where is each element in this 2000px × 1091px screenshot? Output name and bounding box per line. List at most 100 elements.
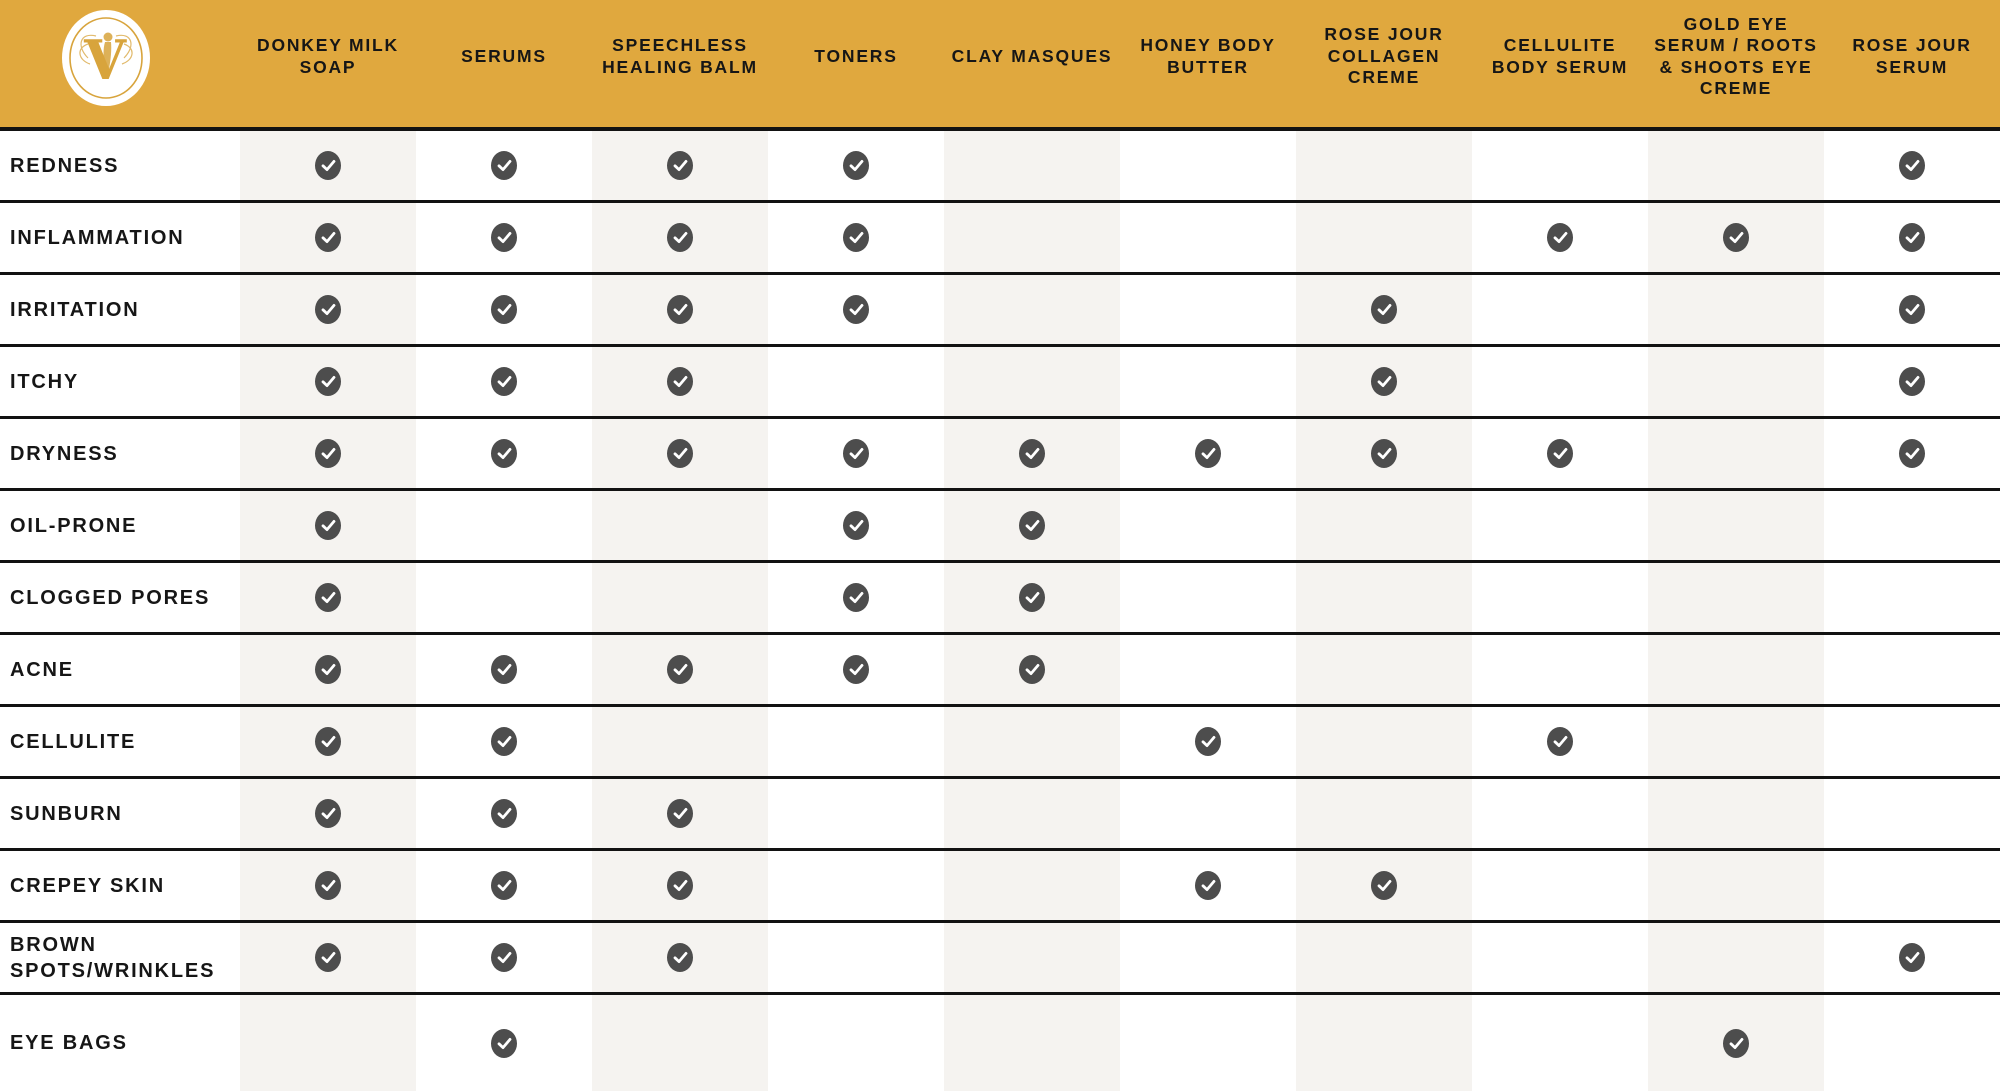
matrix-cell: [1296, 203, 1472, 272]
check-icon: [491, 1028, 517, 1058]
matrix-cell: [416, 275, 592, 344]
check-icon: [315, 727, 341, 756]
matrix-cell: [592, 203, 768, 272]
column-header-10: ROSE JOUR SERUM: [1852, 35, 1972, 77]
matrix-cell: [944, 275, 1120, 344]
check-icon: [1547, 223, 1573, 252]
check-icon: [491, 223, 517, 252]
matrix-cell: [944, 491, 1120, 560]
matrix-cell: [1120, 779, 1296, 848]
matrix-cell: [1296, 419, 1472, 488]
matrix-cell: [240, 419, 416, 488]
check-icon: [1019, 511, 1045, 540]
column-header-4: TONERS: [814, 45, 898, 66]
matrix-cell: [768, 995, 944, 1091]
check-icon: [843, 511, 869, 540]
matrix-cell: [944, 707, 1120, 776]
matrix-cell: [240, 275, 416, 344]
matrix-cell: [592, 275, 768, 344]
check-icon: [491, 655, 517, 684]
matrix-cell: [1472, 779, 1648, 848]
matrix-cell: [1472, 635, 1648, 704]
matrix-cell: [1296, 995, 1472, 1091]
check-icon: [843, 295, 869, 324]
matrix-cell: [416, 347, 592, 416]
matrix-cell: [240, 995, 416, 1091]
matrix-cell: [1296, 923, 1472, 992]
check-icon: [491, 367, 517, 396]
table-row: CELLULITE: [0, 707, 2000, 779]
matrix-cell: [1120, 707, 1296, 776]
check-icon: [1899, 151, 1925, 180]
matrix-cell: [1120, 851, 1296, 920]
matrix-cell: [1648, 131, 1824, 200]
matrix-cell: [944, 923, 1120, 992]
matrix-cell: [240, 131, 416, 200]
logo-letter: V: [83, 28, 128, 92]
check-icon: [667, 871, 693, 900]
check-icon: [1723, 223, 1749, 252]
check-icon: [315, 295, 341, 324]
matrix-cell: [1472, 131, 1648, 200]
matrix-cell: [1648, 203, 1824, 272]
table-row: CLOGGED PORES: [0, 563, 2000, 635]
check-icon: [1195, 439, 1221, 468]
matrix-cell: [592, 779, 768, 848]
matrix-cell: [1472, 923, 1648, 992]
matrix-cell: [416, 131, 592, 200]
column-header-7: ROSE JOUR COLLAGEN CREME: [1324, 24, 1444, 88]
matrix-cell: [944, 419, 1120, 488]
matrix-cell: [1296, 851, 1472, 920]
column-header-1: DONKEY MILK SOAP: [257, 35, 399, 77]
matrix-cell: [416, 203, 592, 272]
matrix-cell: [1824, 995, 2000, 1091]
matrix-cell: [1648, 419, 1824, 488]
column-header-2: SERUMS: [461, 45, 547, 66]
table-row: ACNE: [0, 635, 2000, 707]
matrix-cell: [416, 419, 592, 488]
matrix-cell: [1472, 419, 1648, 488]
matrix-cell: [1824, 923, 2000, 992]
matrix-cell: [416, 563, 592, 632]
matrix-cell: [1120, 275, 1296, 344]
check-icon: [315, 943, 341, 972]
matrix-cell: [592, 851, 768, 920]
check-icon: [315, 655, 341, 684]
matrix-cell: [1648, 347, 1824, 416]
matrix-cell: [240, 203, 416, 272]
matrix-cell: [1120, 491, 1296, 560]
check-icon: [1899, 439, 1925, 468]
matrix-cell: [592, 995, 768, 1091]
matrix-cell: [1472, 275, 1648, 344]
check-icon: [315, 151, 341, 180]
matrix-cell: [240, 923, 416, 992]
matrix-cell: [768, 131, 944, 200]
row-label: CLOGGED PORES: [10, 586, 211, 609]
table-row: INFLAMMATION: [0, 203, 2000, 275]
matrix-cell: [1648, 995, 1824, 1091]
check-icon: [315, 439, 341, 468]
matrix-cell: [1296, 275, 1472, 344]
matrix-cell: [768, 779, 944, 848]
matrix-cell: [1648, 851, 1824, 920]
matrix-cell: [1648, 635, 1824, 704]
table-row: ITCHY: [0, 347, 2000, 419]
table-body: REDNESS INFLAMMATION IRRITATION ITCHY DRYNES…: [0, 131, 2000, 1091]
matrix-cell: [768, 563, 944, 632]
matrix-cell: [1648, 491, 1824, 560]
check-icon: [667, 367, 693, 396]
matrix-cell: [768, 203, 944, 272]
column-header-3: SPEECHLESS HEALING BALM: [602, 35, 758, 77]
matrix-cell: [1120, 131, 1296, 200]
matrix-cell: [1296, 635, 1472, 704]
matrix-cell: [1824, 635, 2000, 704]
matrix-cell: [1472, 563, 1648, 632]
row-label: IRRITATION: [10, 298, 140, 321]
matrix-cell: [1824, 779, 2000, 848]
check-icon: [491, 871, 517, 900]
matrix-cell: [416, 707, 592, 776]
matrix-cell: [1472, 995, 1648, 1091]
matrix-cell: [944, 635, 1120, 704]
check-icon: [1019, 583, 1045, 612]
matrix-cell: [1296, 779, 1472, 848]
